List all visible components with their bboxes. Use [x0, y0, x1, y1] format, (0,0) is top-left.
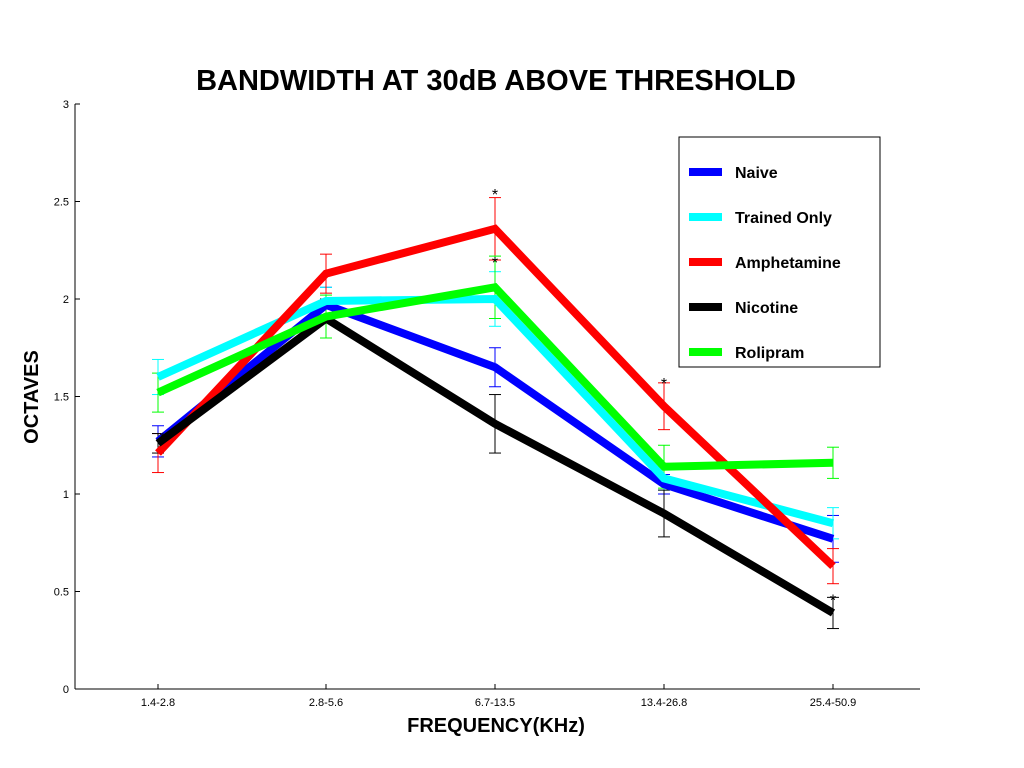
annotation-asterisk: *	[661, 376, 667, 393]
annotation-asterisk: *	[492, 255, 498, 272]
y-tick-label: 0.5	[54, 587, 69, 599]
significance-annotations: ******	[160, 187, 836, 610]
y-tick-label: 0	[63, 684, 69, 696]
series-line-amphetamine	[155, 224, 836, 570]
series-lines	[155, 224, 836, 617]
x-tick-label: 6.7-13.5	[475, 697, 515, 709]
legend-label-rolipram: Rolipram	[735, 345, 804, 362]
x-axis-label: FREQUENCY(KHz)	[407, 715, 585, 737]
axes: 0 0.5 1 1.5 2 2.5 3 1.4-2.8 2.8-5.6 6.7-13.5 13.4-…	[54, 99, 920, 709]
series-line-trained-only	[156, 294, 835, 528]
annotation-asterisk: *	[830, 592, 836, 609]
x-tick-label: 1.4-2.8	[141, 697, 175, 709]
x-tick-label: 25.4-50.9	[810, 697, 856, 709]
series-line-nicotine	[155, 313, 836, 617]
series-line-naive	[155, 300, 835, 543]
chart-title: BANDWIDTH AT 30dB ABOVE THRESHOLD	[196, 65, 796, 97]
y-tick-label: 1.5	[54, 392, 69, 404]
series-line-rolipram	[156, 282, 834, 471]
x-tick-label: 13.4-26.8	[641, 697, 687, 709]
annotation-asterisk: **	[160, 431, 172, 448]
y-tick-label: 3	[63, 99, 69, 111]
legend: Naive Trained Only Amphetamine Nicotine Roli…	[678, 136, 881, 368]
y-axis-label: OCTAVES	[21, 350, 43, 444]
y-tick-label: 1	[63, 489, 69, 501]
y-tick-label: 2	[63, 294, 69, 306]
x-tick-label: 2.8-5.6	[309, 697, 343, 709]
annotation-asterisk: *	[492, 187, 498, 204]
legend-label-amphetamine: Amphetamine	[735, 255, 841, 272]
legend-label-trained-only: Trained Only	[735, 210, 832, 227]
legend-label-naive: Naive	[735, 165, 778, 182]
legend-label-nicotine: Nicotine	[735, 300, 798, 317]
y-tick-label: 2.5	[54, 197, 69, 209]
